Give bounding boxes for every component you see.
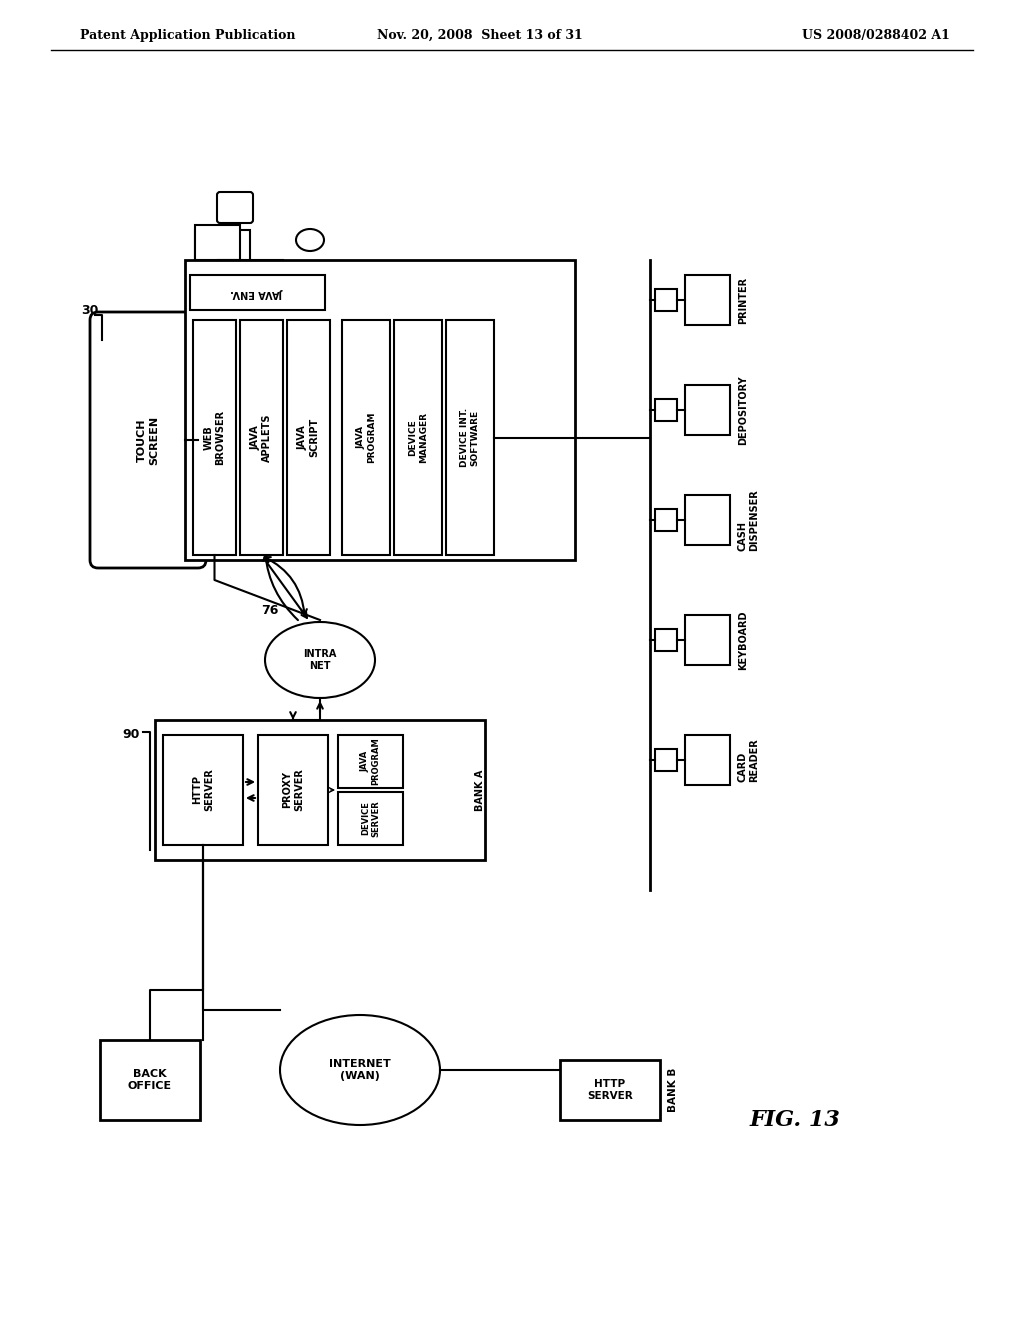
Text: HTTP
SERVER: HTTP SERVER [587, 1080, 633, 1101]
FancyBboxPatch shape [338, 735, 403, 788]
FancyBboxPatch shape [685, 385, 730, 436]
FancyBboxPatch shape [685, 495, 730, 545]
Text: PRINTER: PRINTER [738, 276, 748, 323]
Text: BANK B: BANK B [668, 1068, 678, 1113]
Text: JAVA
PROGRAM: JAVA PROGRAM [356, 412, 376, 463]
Text: Patent Application Publication: Patent Application Publication [80, 29, 296, 41]
Text: TOUCH
SCREEN: TOUCH SCREEN [137, 416, 159, 465]
FancyBboxPatch shape [342, 319, 390, 554]
FancyBboxPatch shape [258, 735, 328, 845]
Text: KEYBOARD: KEYBOARD [738, 610, 748, 669]
FancyBboxPatch shape [195, 230, 250, 271]
Text: DEVICE INT.
SOFTWARE: DEVICE INT. SOFTWARE [461, 408, 479, 467]
FancyBboxPatch shape [240, 319, 283, 554]
FancyBboxPatch shape [685, 275, 730, 325]
FancyBboxPatch shape [195, 224, 240, 260]
FancyBboxPatch shape [685, 735, 730, 785]
Text: BACK
OFFICE: BACK OFFICE [128, 1069, 172, 1090]
FancyBboxPatch shape [287, 319, 330, 554]
FancyBboxPatch shape [100, 1040, 200, 1119]
FancyBboxPatch shape [190, 275, 325, 310]
Text: CARD
READER: CARD READER [738, 738, 760, 781]
Text: DEVICE
MANAGER: DEVICE MANAGER [409, 412, 428, 463]
FancyBboxPatch shape [90, 312, 206, 568]
Text: Nov. 20, 2008  Sheet 13 of 31: Nov. 20, 2008 Sheet 13 of 31 [377, 29, 583, 41]
FancyBboxPatch shape [446, 319, 494, 554]
Ellipse shape [265, 622, 375, 698]
FancyBboxPatch shape [163, 735, 243, 845]
Text: BANK A: BANK A [475, 770, 485, 810]
Text: 76: 76 [261, 603, 279, 616]
FancyBboxPatch shape [338, 792, 403, 845]
Text: DEVICE
SERVER: DEVICE SERVER [360, 800, 380, 837]
FancyBboxPatch shape [655, 289, 677, 312]
FancyBboxPatch shape [655, 510, 677, 531]
Text: JAVA
PROGRAM: JAVA PROGRAM [360, 738, 380, 785]
Text: PROXY
SERVER: PROXY SERVER [283, 768, 304, 812]
Text: WEB
BROWSER: WEB BROWSER [204, 411, 225, 465]
Text: HTTP
SERVER: HTTP SERVER [193, 768, 214, 812]
Text: FIG. 13: FIG. 13 [750, 1109, 841, 1131]
Ellipse shape [296, 228, 324, 251]
Text: JAVA
SCRIPT: JAVA SCRIPT [298, 418, 319, 457]
Ellipse shape [280, 1015, 440, 1125]
FancyBboxPatch shape [394, 319, 442, 554]
Text: 30: 30 [81, 304, 98, 317]
FancyBboxPatch shape [193, 319, 236, 554]
FancyBboxPatch shape [685, 615, 730, 665]
FancyBboxPatch shape [655, 630, 677, 651]
FancyBboxPatch shape [185, 260, 575, 560]
Text: US 2008/0288402 A1: US 2008/0288402 A1 [802, 29, 950, 41]
Text: CASH
DISPENSER: CASH DISPENSER [738, 490, 760, 550]
Text: INTERNET
(WAN): INTERNET (WAN) [329, 1059, 391, 1081]
FancyBboxPatch shape [217, 191, 253, 223]
Text: 90: 90 [123, 729, 140, 742]
FancyBboxPatch shape [655, 399, 677, 421]
Text: DEPOSITORY: DEPOSITORY [738, 375, 748, 445]
FancyBboxPatch shape [155, 719, 485, 861]
Text: JAVA
APPLETS: JAVA APPLETS [251, 413, 272, 462]
Text: INTRA
NET: INTRA NET [303, 649, 337, 671]
FancyBboxPatch shape [560, 1060, 660, 1119]
FancyBboxPatch shape [655, 748, 677, 771]
Text: JAVA ENV.: JAVA ENV. [230, 288, 284, 298]
